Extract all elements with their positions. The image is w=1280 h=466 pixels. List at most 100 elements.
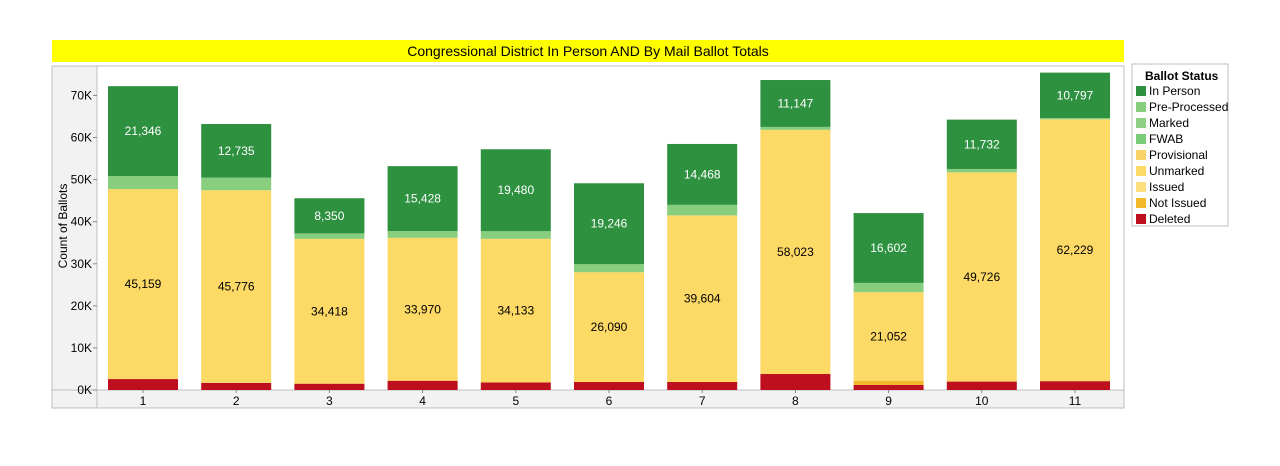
bar-segment-pre-processed bbox=[760, 126, 831, 130]
legend-swatch bbox=[1136, 102, 1146, 112]
bar-segment-in-person bbox=[1040, 72, 1110, 119]
bar-data-label: 33,970 bbox=[404, 302, 441, 316]
bar-segment-unmarked bbox=[667, 215, 738, 383]
y-tick-label: 50K bbox=[71, 173, 92, 187]
bar-segment-unmarked bbox=[1040, 119, 1110, 382]
bar-segment-unmarked bbox=[853, 292, 924, 381]
legend-swatch bbox=[1136, 86, 1146, 96]
bar-segment-not-issued bbox=[853, 380, 924, 385]
bar-segment-in-person bbox=[574, 183, 644, 265]
bar-segment-in-person bbox=[201, 124, 272, 178]
x-tick-label: 5 bbox=[512, 394, 519, 408]
bar-segment-deleted bbox=[480, 382, 551, 390]
bar-segment-deleted bbox=[946, 381, 1017, 390]
bar-segment-deleted bbox=[667, 382, 738, 390]
outer-border bbox=[51, 65, 1125, 409]
x-axis-panel bbox=[52, 390, 1124, 408]
bar-data-label: 15,428 bbox=[404, 192, 441, 206]
bar-segment-pre-processed bbox=[574, 264, 644, 273]
bar-data-label: 49,726 bbox=[963, 270, 1000, 284]
y-tick-label: 40K bbox=[71, 215, 92, 229]
bar-segment-deleted bbox=[760, 374, 831, 390]
y-tick-label: 60K bbox=[71, 131, 92, 145]
bar-data-label: 12,735 bbox=[218, 144, 255, 158]
legend-item-label: In Person bbox=[1149, 84, 1200, 98]
bar-segment-unmarked bbox=[946, 172, 1017, 382]
bar-data-label: 11,147 bbox=[777, 96, 813, 110]
bar-segment-unmarked bbox=[294, 238, 365, 384]
legend-swatch bbox=[1136, 198, 1146, 208]
x-tick-label: 3 bbox=[326, 394, 333, 408]
legend-item-label: Issued bbox=[1149, 180, 1184, 194]
bar-segment-deleted bbox=[294, 383, 365, 390]
bar-segment-pre-processed bbox=[480, 231, 551, 239]
y-tick-label: 20K bbox=[71, 299, 92, 313]
bar-data-label: 34,418 bbox=[311, 304, 348, 318]
y-axis-label: Count of Ballots bbox=[56, 184, 70, 269]
legend-item-label: Marked bbox=[1149, 116, 1189, 130]
x-tick-label: 11 bbox=[1069, 394, 1082, 408]
x-tick-label: 9 bbox=[885, 394, 892, 408]
plot-frame bbox=[51, 65, 1125, 409]
legend-swatch bbox=[1136, 166, 1146, 176]
chart-title: Congressional District In Person AND By … bbox=[407, 43, 769, 59]
bar-segment-in-person bbox=[946, 119, 1017, 169]
bar-segment-pre-processed bbox=[201, 177, 272, 191]
y-tick-label: 10K bbox=[71, 341, 92, 355]
legend-item-label: Provisional bbox=[1149, 148, 1208, 162]
bar-segment-in-person bbox=[108, 86, 178, 176]
legend-swatch bbox=[1136, 118, 1146, 128]
bar-data-label: 39,604 bbox=[684, 292, 721, 306]
legend-title: Ballot Status bbox=[1145, 69, 1219, 83]
bar-data-label: 14,468 bbox=[684, 167, 721, 181]
x-tick-label: 2 bbox=[233, 394, 240, 408]
bar-segment-pre-processed bbox=[294, 233, 365, 239]
bar-segment-in-person bbox=[480, 149, 551, 232]
bar-data-label: 26,090 bbox=[591, 320, 628, 334]
x-tick-label: 10 bbox=[975, 394, 989, 408]
bar-segment-pre-processed bbox=[667, 204, 738, 216]
legend-item-label: FWAB bbox=[1149, 132, 1183, 146]
bar-segment-deleted bbox=[1040, 381, 1110, 390]
legend-box bbox=[1131, 63, 1229, 227]
bar-data-label: 45,159 bbox=[125, 277, 162, 291]
bar-segment-unmarked bbox=[108, 189, 178, 380]
bar-segment-pre-processed bbox=[1040, 118, 1110, 120]
bar-segment-in-person bbox=[760, 80, 831, 127]
bar-data-label: 8,350 bbox=[314, 209, 344, 223]
bar-data-label: 19,480 bbox=[497, 183, 534, 197]
title-background bbox=[52, 40, 1124, 62]
bar-data-label: 62,229 bbox=[1057, 243, 1094, 257]
legend-item-label: Pre-Processed bbox=[1149, 100, 1228, 114]
bar-segment-deleted bbox=[574, 382, 644, 390]
bar-segment-pre-processed bbox=[108, 175, 178, 190]
bar-data-label: 58,023 bbox=[777, 245, 814, 259]
x-tick-label: 1 bbox=[140, 394, 147, 408]
bar-segment-pre-processed bbox=[946, 168, 1017, 173]
y-tick-label: 70K bbox=[71, 88, 92, 102]
bar-segment-unmarked bbox=[760, 129, 831, 375]
bar-data-label: 21,052 bbox=[870, 329, 907, 343]
x-axis: 1 2 3 4 5 6 7 8 9 10 11 bbox=[140, 390, 1082, 408]
bar-segment-unmarked bbox=[480, 238, 551, 383]
bar-segment-deleted bbox=[387, 380, 458, 390]
x-tick-label: 6 bbox=[606, 394, 613, 408]
legend-swatch bbox=[1136, 134, 1146, 144]
chart-title-banner: Congressional District In Person AND By … bbox=[52, 40, 1124, 62]
legend-item-label: Not Issued bbox=[1149, 196, 1206, 210]
legend-swatch bbox=[1136, 182, 1146, 192]
y-axis-panel bbox=[52, 66, 97, 408]
bar-segment-unmarked bbox=[574, 272, 644, 383]
legend-swatch bbox=[1136, 150, 1146, 160]
bar-data-label: 16,602 bbox=[870, 241, 907, 255]
bar-data-label: 34,133 bbox=[497, 304, 534, 318]
bar-data-label: 11,732 bbox=[964, 137, 1000, 151]
x-tick-label: 7 bbox=[699, 394, 706, 408]
bar-data-label: 45,776 bbox=[218, 280, 255, 294]
y-tick-label: 30K bbox=[71, 257, 92, 271]
legend: Ballot Status In Person Pre-Processed Mark… bbox=[1131, 63, 1229, 227]
bar-segment-unmarked bbox=[201, 190, 272, 383]
bar-segment-pre-processed bbox=[853, 282, 924, 293]
bar-segment-deleted bbox=[108, 379, 178, 390]
bar-segment-in-person bbox=[387, 166, 458, 232]
